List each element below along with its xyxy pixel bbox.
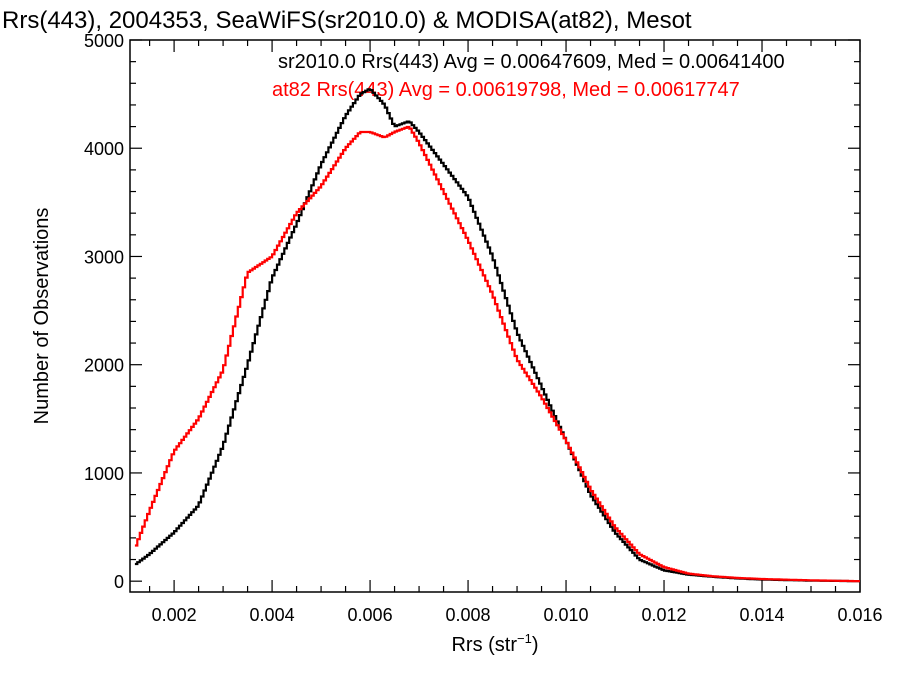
y-tick-labels: 0 1000 2000 3000 4000 5000 [84, 31, 124, 592]
x-tick-label: 0.014 [739, 605, 784, 625]
axis-ticks [130, 39, 861, 592]
x-tick-label: 0.012 [642, 605, 687, 625]
legend-entry-at82: at82 Rrs(443) Avg = 0.00619798, Med = 0.… [272, 79, 740, 101]
y-tick-label: 1000 [84, 464, 124, 484]
x-axis-label-text: Rrs (str [451, 634, 517, 656]
x-axis-label: Rrs (str−1) [451, 631, 538, 656]
x-tick-label: 0.010 [544, 605, 589, 625]
x-tick-label: 0.008 [446, 605, 491, 625]
series-line-at82 [134, 125, 860, 583]
x-tick-label: 0.006 [348, 605, 393, 625]
y-tick-label: 0 [114, 572, 124, 592]
plot-frame [129, 39, 861, 593]
data-series [134, 88, 860, 583]
x-tick-labels: 0.002 0.004 0.006 0.008 0.010 0.012 0.014 0.016 [152, 605, 883, 625]
chart-title: Rrs(443), 2004353, SeaWiFS(sr2010.0) & M… [2, 7, 692, 34]
x-tick-label: 0.016 [837, 605, 882, 625]
legend-entry-sr2010: sr2010.0 Rrs(443) Avg = 0.00647609, Med … [278, 51, 785, 73]
y-tick-label: 4000 [84, 139, 124, 159]
y-tick-label: 2000 [84, 356, 124, 376]
series-line-sr2010 [134, 88, 860, 583]
y-axis-label: Number of Observations [31, 208, 53, 425]
x-tick-label: 0.004 [250, 605, 295, 625]
y-tick-label: 3000 [84, 247, 124, 267]
x-tick-label: 0.002 [152, 605, 197, 625]
x-axis-label-close: ) [532, 634, 539, 656]
y-tick-label: 5000 [84, 31, 124, 51]
x-axis-label-superscript: −1 [517, 631, 532, 646]
